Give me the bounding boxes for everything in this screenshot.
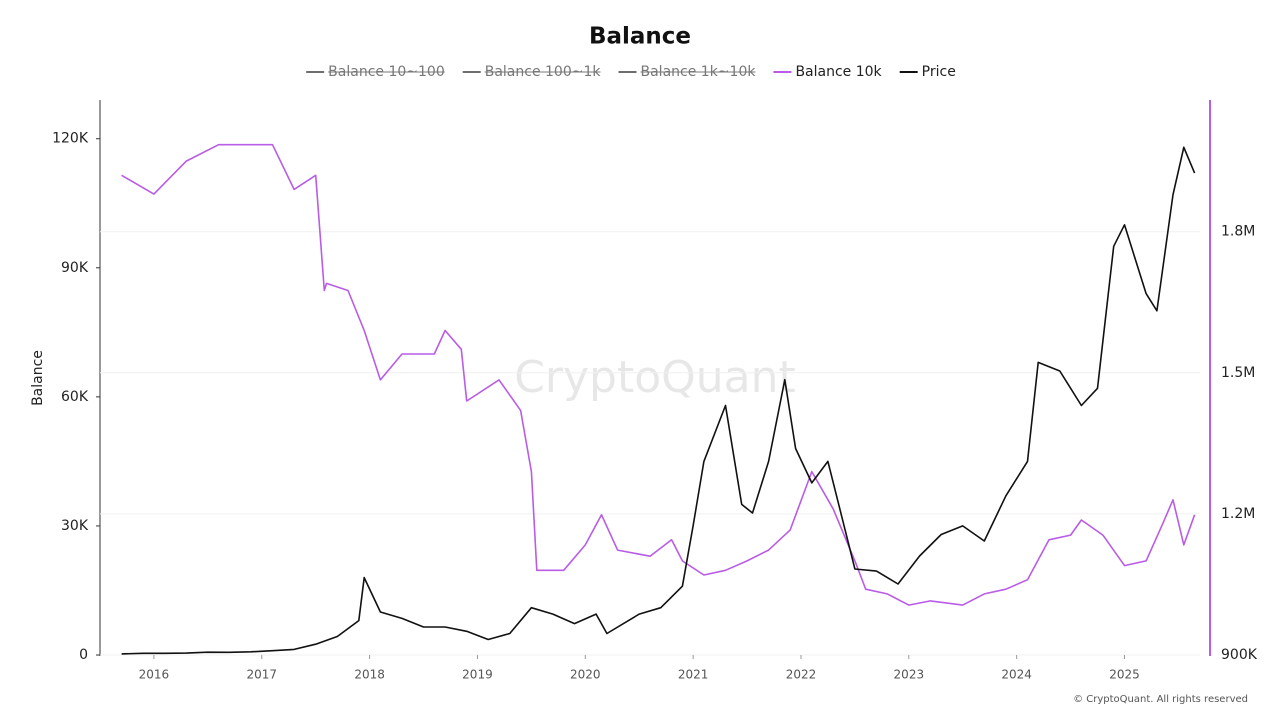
- x-tick-label: 2022: [786, 668, 817, 682]
- legend-item[interactable]: Balance 1k~10k: [618, 64, 757, 80]
- x-tick-label: 2024: [1001, 668, 1032, 682]
- x-tick-label: 2016: [139, 668, 170, 682]
- y2-tick-label: 1.8M: [1221, 224, 1255, 240]
- legend: Balance 10~100 Balance 100~1k Balance 1k~1…: [306, 64, 956, 80]
- x-tick-label: 2025: [1109, 668, 1140, 682]
- legend-item[interactable]: Balance 100~1k: [462, 64, 602, 80]
- plot: [121, 143, 1196, 655]
- y-tick-label: 120K: [52, 131, 89, 147]
- series-line: [121, 146, 1196, 655]
- grid: [96, 138, 1200, 659]
- legend-item[interactable]: Balance 10~100: [306, 64, 445, 80]
- y2-tick-label: 1.5M: [1221, 365, 1255, 381]
- series-line: [121, 143, 1196, 606]
- y-tick-label: 0: [79, 647, 88, 663]
- footer: © CryptoQuant. All rights reserved: [1073, 694, 1248, 705]
- legend-label: Price: [922, 64, 956, 80]
- legend-label: Balance 10k: [795, 64, 882, 80]
- x-tick-label: 2020: [570, 668, 601, 682]
- x-tick-label: 2019: [462, 668, 493, 682]
- chart-title: Balance: [589, 24, 691, 50]
- x-tick-label: 2018: [354, 668, 385, 682]
- x-tick-label: 2017: [246, 668, 277, 682]
- watermark: CryptoQuant: [514, 352, 796, 403]
- y-tick-label: 60K: [61, 389, 89, 405]
- x-tick-label: 2021: [678, 668, 709, 682]
- y-tick-label: 90K: [61, 260, 89, 276]
- y2-tick-label: 1.2M: [1221, 506, 1255, 522]
- y2-tick-label: 900K: [1221, 647, 1258, 663]
- y-axis-label: Balance: [30, 350, 46, 406]
- x-tick-label: 2023: [894, 668, 925, 682]
- legend-item[interactable]: Price: [899, 64, 956, 80]
- legend-item[interactable]: Balance 10k: [773, 64, 883, 80]
- y-tick-label: 30K: [61, 518, 89, 534]
